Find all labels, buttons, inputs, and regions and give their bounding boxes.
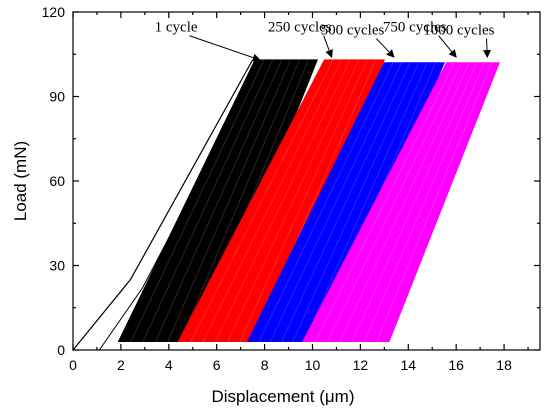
- cycle-loop-line: [258, 62, 394, 342]
- cycle-loop-line: [303, 62, 428, 342]
- x-tick-label: 8: [261, 357, 269, 373]
- cycle-loop-line: [239, 59, 368, 342]
- cycle-loop-line: [130, 59, 265, 342]
- cycle-loop-line: [314, 62, 455, 342]
- x-tick-label: 4: [165, 357, 173, 373]
- x-tick-label: 0: [69, 357, 77, 373]
- cycle-loop-line: [339, 62, 470, 342]
- cycle-band-1: [117, 59, 319, 343]
- x-tick-label: 18: [496, 357, 512, 373]
- cycle-loop-line: [327, 62, 463, 342]
- y-tick-label: 60: [49, 173, 65, 189]
- annotation-arrow: [375, 38, 395, 58]
- x-tick-label: 2: [117, 357, 125, 373]
- annotation-label: 750 cycles: [383, 20, 447, 36]
- annotation-label: 1000 cycles: [423, 23, 494, 39]
- cycle-loop-line: [364, 62, 485, 342]
- cycle-loop-line: [167, 59, 291, 342]
- annotation-label: 500 cycles: [321, 23, 385, 39]
- x-tick-label: 10: [305, 357, 321, 373]
- annotation-arrow: [323, 35, 333, 59]
- y-tick-label: 90: [49, 89, 65, 105]
- annotation-arrow: [483, 38, 492, 59]
- cycle-loop-line: [214, 59, 351, 342]
- y-tick-label: 0: [57, 342, 65, 358]
- annotation-arrow: [189, 35, 261, 62]
- cycle-loop-line: [202, 59, 342, 342]
- cycle-loop-line: [179, 59, 300, 342]
- cycle-loop-line: [292, 62, 419, 342]
- y-axis-title: Load (mN): [11, 141, 30, 221]
- x-tick-label: 16: [448, 357, 464, 373]
- cycle-band-4: [302, 62, 501, 343]
- annotation-label: 250 cycles: [268, 20, 332, 36]
- cycle-bands: [72, 59, 501, 351]
- cycle-loop-line: [142, 59, 274, 342]
- x-axis-title: Displacement (μm): [212, 387, 355, 406]
- axes: 0 2 4 6 8 10 12 14 16 18 0 30 60 90 120: [42, 4, 541, 373]
- cycle-loop-line: [227, 59, 360, 342]
- x-tick-label: 14: [400, 357, 416, 373]
- cycle-loop-line: [155, 59, 283, 342]
- annotation-label: 1 cycle: [155, 20, 198, 36]
- x-tick-label: 6: [213, 357, 221, 373]
- cycle-loop-line: [270, 62, 402, 342]
- initial-unloading-curve: [98, 59, 263, 351]
- cycle-band-2: [177, 59, 386, 343]
- cycle-loop-line: [281, 62, 411, 342]
- y-tick-label: 30: [49, 258, 65, 274]
- annotation-arrow: [438, 35, 457, 58]
- cycle-loop-line: [190, 59, 334, 342]
- cycle-band-3: [247, 62, 445, 343]
- cycle-loop-line: [351, 62, 478, 342]
- x-tick-label: 12: [353, 357, 369, 373]
- initial-loading-curve: [72, 59, 254, 351]
- cycle-loop-line: [376, 62, 493, 342]
- y-tick-label: 120: [42, 4, 66, 20]
